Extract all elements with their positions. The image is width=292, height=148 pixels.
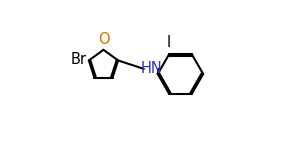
Text: I: I	[166, 35, 171, 50]
Text: HN: HN	[140, 61, 162, 76]
Text: Br: Br	[71, 52, 87, 67]
Text: O: O	[98, 32, 110, 47]
